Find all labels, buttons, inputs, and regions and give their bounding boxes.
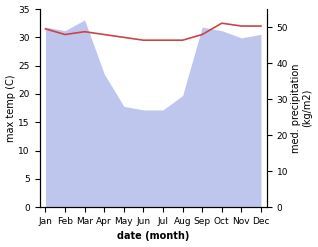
Y-axis label: max temp (C): max temp (C) bbox=[5, 74, 16, 142]
Y-axis label: med. precipitation
(kg/m2): med. precipitation (kg/m2) bbox=[291, 63, 313, 153]
X-axis label: date (month): date (month) bbox=[117, 231, 190, 242]
